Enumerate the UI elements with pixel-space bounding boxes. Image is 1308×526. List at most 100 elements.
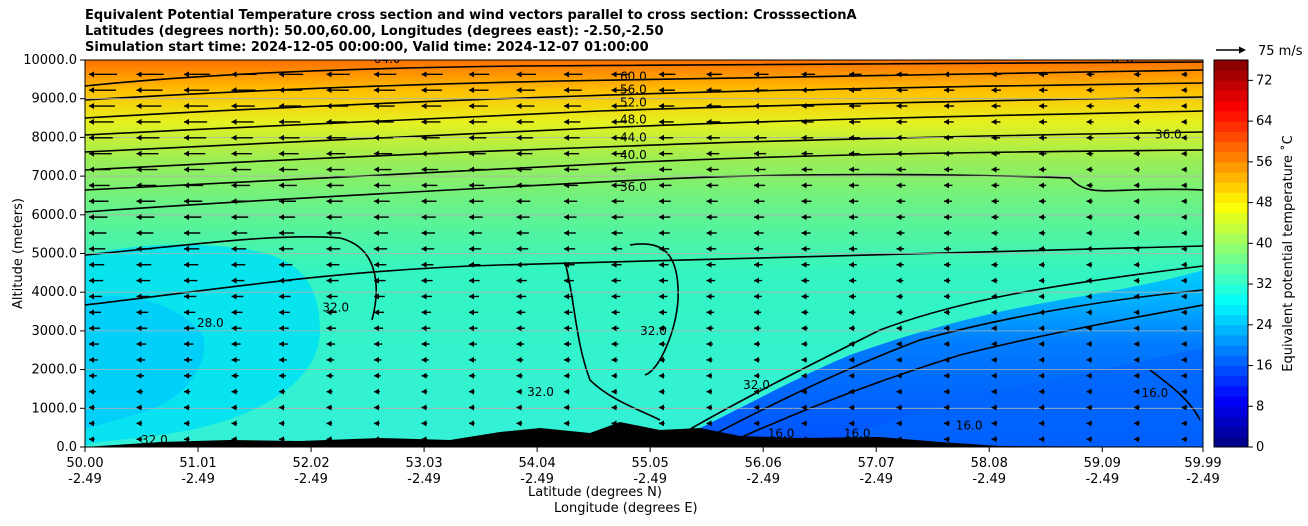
- wind-vector-head: [89, 436, 94, 443]
- wind-vector-head: [516, 436, 522, 443]
- wind-vector-head: [326, 325, 332, 332]
- wind-vector-head: [516, 388, 522, 395]
- wind-vector-head: [706, 372, 712, 379]
- wind-vector-head: [326, 261, 332, 268]
- chart-title-line-3: Simulation start time: 2024-12-05 00:00:…: [85, 40, 649, 55]
- wind-vector-head: [801, 118, 807, 125]
- wind-vector-head: [564, 118, 569, 125]
- colorbar-tick-label: 72: [1256, 73, 1273, 88]
- wind-vector-head: [659, 293, 664, 300]
- wind-vector-head: [991, 134, 997, 141]
- wind-vector-head: [1039, 150, 1044, 157]
- colorbar-segment: [1214, 202, 1248, 214]
- wind-vector-head: [1039, 293, 1044, 300]
- wind-vector-head: [801, 309, 807, 316]
- wind-vector-head: [1039, 118, 1044, 125]
- wind-vector-head: [469, 356, 474, 363]
- wind-vector-head: [326, 356, 332, 363]
- wind-vector-head: [374, 118, 379, 125]
- x-tick-label-lat: 56.06: [745, 456, 782, 471]
- wind-vector-head: [89, 372, 94, 379]
- wind-vector-head: [374, 229, 379, 236]
- wind-vector-head: [1086, 229, 1092, 236]
- wind-vector-head: [1086, 245, 1092, 252]
- wind-vector-head: [659, 245, 664, 252]
- wind-vector-head: [421, 214, 427, 221]
- contour-line: [85, 61, 1203, 87]
- x-tick-label-lat: 50.00: [66, 456, 103, 471]
- wind-vector-head: [184, 182, 189, 189]
- contour-label: 32.0: [527, 385, 554, 399]
- wind-vector-head: [659, 356, 664, 363]
- wind-vector-head: [754, 277, 759, 284]
- wind-vector-head: [231, 404, 237, 411]
- wind-vector-head: [991, 229, 997, 236]
- wind-vector-head: [754, 198, 759, 205]
- wind-vector-head: [231, 420, 237, 427]
- y-tick-label: 10000.0: [23, 53, 77, 68]
- wind-vector-head: [896, 404, 902, 411]
- x-tick-label-lon: -2.49: [407, 472, 441, 487]
- wind-vector-head: [611, 118, 617, 125]
- colorbar-segment: [1214, 253, 1248, 265]
- wind-vector-head: [564, 245, 569, 252]
- wind-vector-head: [944, 214, 949, 221]
- wind-vector-head: [1134, 166, 1139, 173]
- wind-vector-head: [516, 293, 522, 300]
- wind-vector-head: [184, 71, 189, 78]
- wind-vector-head: [944, 198, 949, 205]
- wind-vector-head: [374, 71, 379, 78]
- y-tick-label: 1000.0: [32, 401, 78, 416]
- wind-vector-head: [1086, 404, 1092, 411]
- contour-label: 16.0: [768, 426, 795, 440]
- wind-vector-head: [279, 103, 284, 110]
- colorbar-segment: [1214, 284, 1248, 295]
- wind-vector-head: [754, 134, 759, 141]
- wind-vector-head: [659, 404, 664, 411]
- wind-vector-head: [991, 103, 997, 110]
- wind-vector-head: [1134, 356, 1139, 363]
- contour-label: 16.0: [956, 419, 983, 433]
- wind-vector-head: [564, 420, 569, 427]
- wind-vector-head: [801, 404, 807, 411]
- colorbar-segment: [1214, 273, 1248, 285]
- chart-title-line-2: Latitudes (degrees north): 50.00,60.00, …: [85, 24, 664, 39]
- wind-vector-head: [279, 214, 284, 221]
- wind-vector-head: [1086, 261, 1092, 268]
- wind-vector-head: [991, 309, 997, 316]
- wind-vector-head: [659, 71, 664, 78]
- wind-vector-head: [706, 118, 712, 125]
- wind-vector-head: [896, 245, 902, 252]
- wind-vector-head: [136, 182, 142, 189]
- wind-vector-head: [564, 87, 569, 94]
- wind-vector-head: [516, 166, 522, 173]
- wind-vector-head: [849, 277, 854, 284]
- wind-vector-head: [1039, 436, 1044, 443]
- wind-vector-head: [469, 118, 474, 125]
- wind-vector-head: [231, 166, 237, 173]
- wind-vector-head: [136, 134, 142, 141]
- wind-vector-head: [374, 388, 379, 395]
- wind-vector-head: [326, 388, 332, 395]
- colorbar-tick-label: 8: [1256, 399, 1264, 414]
- wind-vector-head: [801, 71, 807, 78]
- wind-vector-head: [754, 118, 759, 125]
- wind-vector-head: [469, 404, 474, 411]
- wind-vector-head: [801, 356, 807, 363]
- wind-vector-head: [896, 134, 902, 141]
- wind-vector-head: [89, 87, 94, 94]
- wind-vector-head: [326, 277, 332, 284]
- wind-vector-head: [1181, 341, 1187, 348]
- x-tick-label-lat: 57.07: [858, 456, 895, 471]
- wind-vector-head: [1039, 71, 1044, 78]
- wind-vector-head: [801, 245, 807, 252]
- wind-vector-head: [1181, 198, 1187, 205]
- wind-vector-head: [991, 71, 997, 78]
- wind-vector-head: [944, 229, 949, 236]
- colorbar-segment: [1214, 426, 1248, 438]
- wind-vector-head: [469, 198, 474, 205]
- wind-vector-head: [136, 103, 142, 110]
- wind-vector-head: [896, 182, 902, 189]
- wind-vector-head: [136, 404, 142, 411]
- wind-vector-head: [136, 214, 142, 221]
